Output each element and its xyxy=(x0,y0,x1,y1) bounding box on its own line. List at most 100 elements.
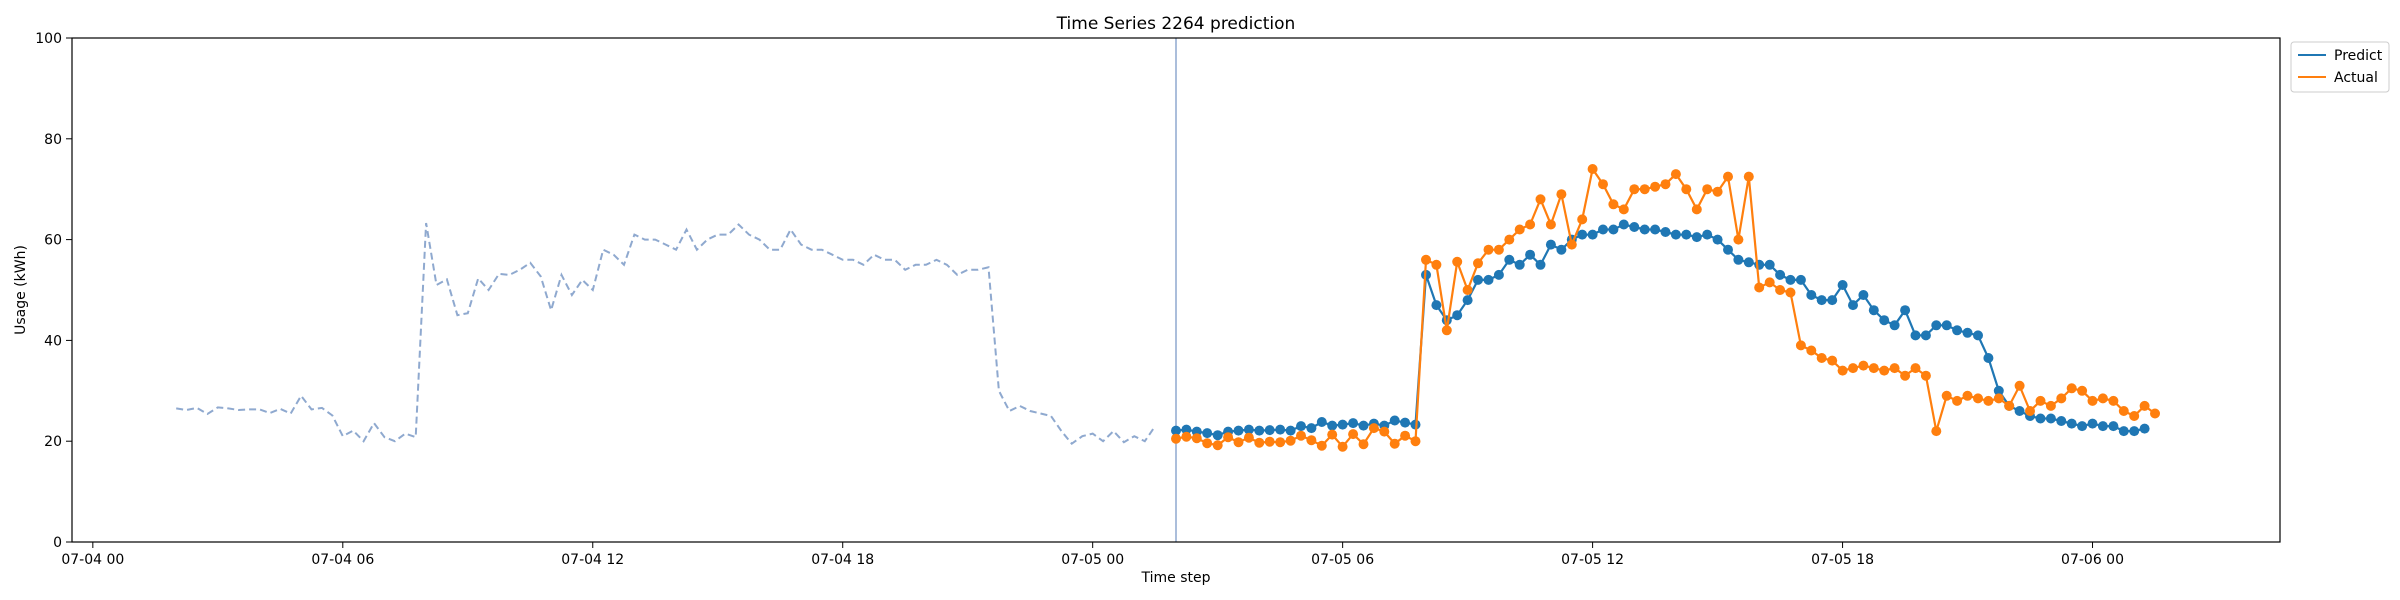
data-point-predict xyxy=(1962,327,1973,338)
data-point-actual xyxy=(1837,365,1848,376)
data-point-predict xyxy=(1837,280,1848,290)
data-point-actual xyxy=(1348,429,1359,440)
data-point-actual xyxy=(1306,435,1317,446)
data-point-predict xyxy=(1275,424,1286,435)
data-point-actual xyxy=(2014,380,2025,391)
data-point-actual xyxy=(2108,395,2119,406)
data-point-actual xyxy=(1296,430,1306,441)
data-point-actual xyxy=(2004,400,2015,411)
data-point-actual xyxy=(1993,393,2004,404)
data-point-predict xyxy=(2077,421,2088,432)
data-point-predict xyxy=(2066,418,2077,429)
data-point-actual xyxy=(1858,360,1869,371)
data-point-predict xyxy=(2097,421,2108,432)
data-point-predict xyxy=(2035,413,2046,424)
data-point-predict xyxy=(1525,249,1536,260)
data-point-actual xyxy=(1545,219,1556,230)
data-point-predict xyxy=(1983,353,1994,363)
x-tick-label: 07-04 06 xyxy=(311,552,374,568)
data-point-predict xyxy=(1316,417,1327,427)
data-point-predict xyxy=(1358,420,1369,431)
data-point-actual xyxy=(1421,254,1431,265)
data-point-predict xyxy=(1681,229,1692,240)
data-point-predict xyxy=(1462,295,1473,306)
data-point-predict xyxy=(1285,425,1296,436)
data-point-actual xyxy=(1191,433,1202,444)
data-point-predict xyxy=(1775,269,1786,280)
data-point-actual xyxy=(1889,363,1900,374)
data-point-actual xyxy=(1879,365,1890,376)
x-tick-label: 07-04 18 xyxy=(811,552,874,568)
data-point-actual xyxy=(1389,438,1400,449)
data-point-actual xyxy=(1202,438,1213,449)
data-point-predict xyxy=(1483,274,1494,285)
data-point-predict xyxy=(1587,229,1598,240)
data-point-actual xyxy=(1848,363,1858,374)
data-point-predict xyxy=(1910,330,1921,341)
data-point-actual xyxy=(1931,426,1942,437)
data-point-actual xyxy=(1598,179,1608,190)
data-point-predict xyxy=(1660,227,1671,237)
data-point-actual xyxy=(1827,355,1838,366)
series-line-predict xyxy=(1175,223,2145,437)
data-point-actual xyxy=(1337,441,1348,452)
data-point-actual xyxy=(1577,214,1588,225)
data-point-actual xyxy=(2139,400,2150,411)
data-point-actual xyxy=(1379,426,1390,437)
data-point-predict xyxy=(1296,421,1306,432)
data-point-actual xyxy=(1358,439,1369,450)
data-point-predict xyxy=(1827,295,1838,306)
data-point-predict xyxy=(1254,425,1265,436)
data-point-actual xyxy=(1983,395,1994,406)
x-tick-label: 07-04 12 xyxy=(561,552,624,568)
data-point-predict xyxy=(1264,425,1275,436)
data-point-actual xyxy=(1952,395,1963,406)
data-point-actual xyxy=(1660,179,1671,190)
data-point-actual xyxy=(1608,199,1619,210)
data-point-actual xyxy=(1650,181,1661,192)
data-point-actual xyxy=(1285,435,1296,446)
data-point-predict xyxy=(1577,229,1588,240)
x-tick-label: 07-05 00 xyxy=(1061,552,1124,568)
data-point-actual xyxy=(1275,437,1286,448)
data-point-actual xyxy=(1535,194,1546,205)
data-point-predict xyxy=(1952,325,1963,336)
data-point-actual xyxy=(1629,184,1640,195)
data-point-predict xyxy=(1431,300,1442,311)
series-line-history xyxy=(176,222,1157,446)
data-point-predict xyxy=(1702,229,1713,240)
x-tick-label: 07-06 00 xyxy=(2061,552,2124,568)
data-point-actual xyxy=(2129,411,2140,421)
data-point-actual xyxy=(1493,244,1504,255)
data-point-predict xyxy=(2139,423,2150,434)
data-point-actual xyxy=(1806,345,1817,356)
data-point-actual xyxy=(1243,432,1254,443)
y-tick-label: 40 xyxy=(44,333,62,349)
data-point-actual xyxy=(2025,406,2035,416)
data-point-actual xyxy=(1525,219,1536,230)
data-point-predict xyxy=(1535,259,1546,270)
data-point-actual xyxy=(1973,393,1983,404)
data-point-predict xyxy=(1337,419,1348,430)
data-point-predict xyxy=(1931,320,1942,331)
data-point-predict xyxy=(1545,239,1556,250)
data-point-actual xyxy=(1566,239,1577,250)
data-point-predict xyxy=(2045,413,2056,424)
data-point-predict xyxy=(1348,418,1359,429)
data-point-actual xyxy=(1504,234,1515,245)
data-point-predict xyxy=(1973,330,1983,341)
x-tick-label: 07-05 12 xyxy=(1561,552,1624,568)
y-tick-label: 100 xyxy=(35,31,62,47)
data-point-predict xyxy=(1504,254,1515,265)
data-point-actual xyxy=(1181,431,1192,442)
data-point-predict xyxy=(1920,330,1931,341)
data-point-predict xyxy=(1608,224,1619,235)
data-point-actual xyxy=(1764,277,1775,288)
y-axis-title: Usage (kWh) xyxy=(13,245,29,335)
x-tick-label: 07-04 00 xyxy=(61,552,124,568)
data-point-predict xyxy=(1806,290,1817,300)
data-point-predict xyxy=(1618,219,1629,230)
data-point-predict xyxy=(1733,254,1744,265)
data-point-actual xyxy=(1910,363,1921,374)
